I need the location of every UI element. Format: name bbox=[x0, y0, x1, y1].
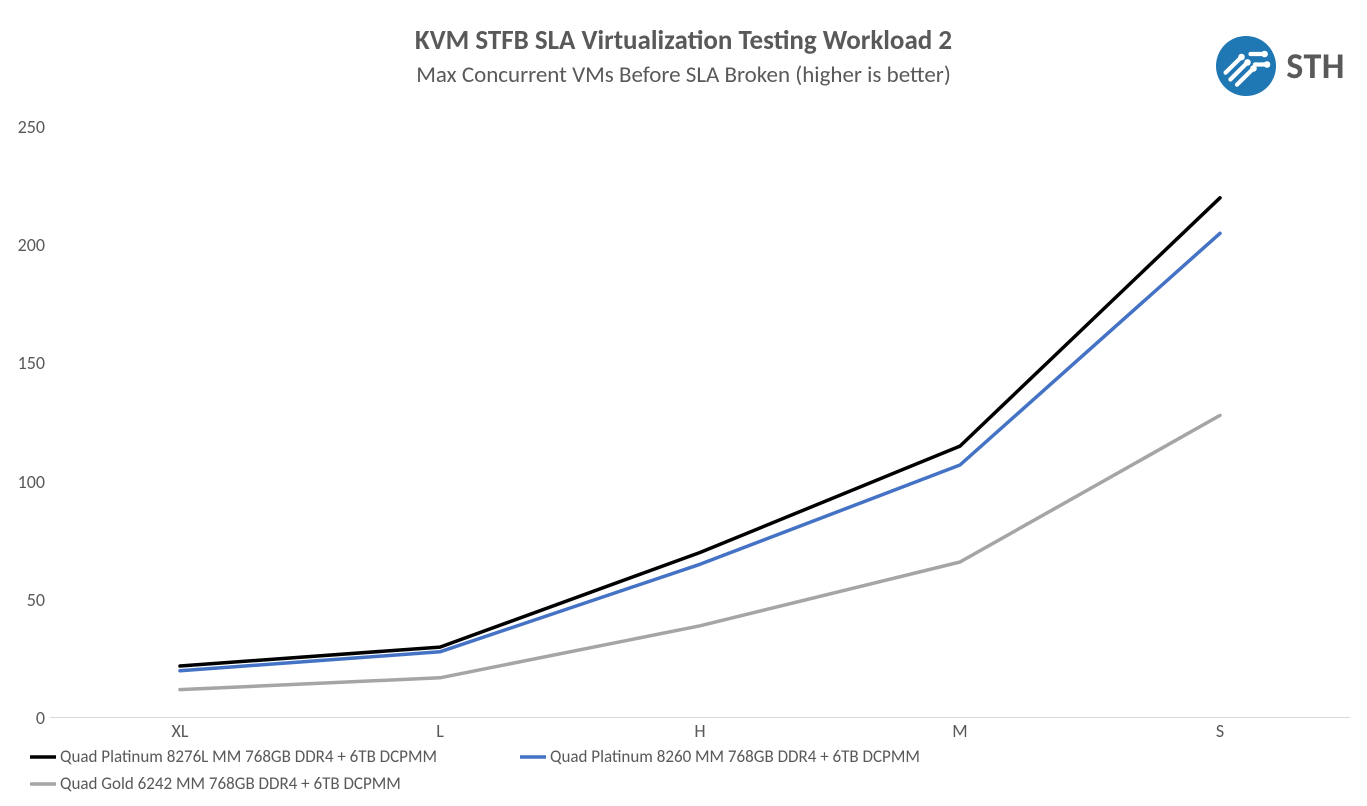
legend-swatch bbox=[520, 752, 546, 762]
chart-subtitle: Max Concurrent VMs Before SLA Broken (hi… bbox=[0, 61, 1367, 89]
legend-label: Quad Platinum 8276L MM 768GB DDR4 + 6TB … bbox=[60, 746, 437, 767]
legend-item: Quad Platinum 8276L MM 768GB DDR4 + 6TB … bbox=[30, 746, 437, 767]
y-tick-label: 0 bbox=[0, 707, 45, 729]
x-tick-label: M bbox=[952, 720, 967, 742]
plot-area bbox=[50, 108, 1350, 718]
series-line bbox=[180, 198, 1220, 666]
legend-item: Quad Gold 6242 MM 768GB DDR4 + 6TB DCPMM bbox=[30, 773, 401, 794]
legend-swatch bbox=[30, 779, 56, 789]
legend-item: Quad Platinum 8260 MM 768GB DDR4 + 6TB D… bbox=[520, 746, 920, 767]
legend-label: Quad Gold 6242 MM 768GB DDR4 + 6TB DCPMM bbox=[60, 773, 401, 794]
legend-swatch bbox=[30, 752, 56, 762]
x-tick-label: XL bbox=[172, 720, 189, 742]
y-tick-label: 250 bbox=[0, 116, 45, 138]
y-tick-label: 200 bbox=[0, 234, 45, 256]
legend: Quad Platinum 8276L MM 768GB DDR4 + 6TB … bbox=[30, 746, 1350, 801]
x-tick-label: S bbox=[1216, 720, 1224, 742]
x-tick-label: H bbox=[694, 720, 705, 742]
chart-container: KVM STFB SLA Virtualization Testing Work… bbox=[0, 0, 1367, 806]
logo-icon bbox=[1216, 36, 1276, 96]
series-line bbox=[180, 233, 1220, 670]
y-axis-labels: 050100150200250 bbox=[0, 108, 45, 718]
y-tick-label: 150 bbox=[0, 352, 45, 374]
y-tick-label: 100 bbox=[0, 471, 45, 493]
x-axis-labels: XL L H M S bbox=[50, 718, 1350, 742]
x-tick-label: L bbox=[436, 720, 444, 742]
title-block: KVM STFB SLA Virtualization Testing Work… bbox=[0, 24, 1367, 89]
logo: STH bbox=[1216, 36, 1345, 96]
plot-svg bbox=[50, 108, 1350, 718]
y-tick-label: 50 bbox=[0, 589, 45, 611]
legend-label: Quad Platinum 8260 MM 768GB DDR4 + 6TB D… bbox=[550, 746, 920, 767]
logo-text: STH bbox=[1286, 44, 1345, 88]
chart-title: KVM STFB SLA Virtualization Testing Work… bbox=[0, 24, 1367, 57]
